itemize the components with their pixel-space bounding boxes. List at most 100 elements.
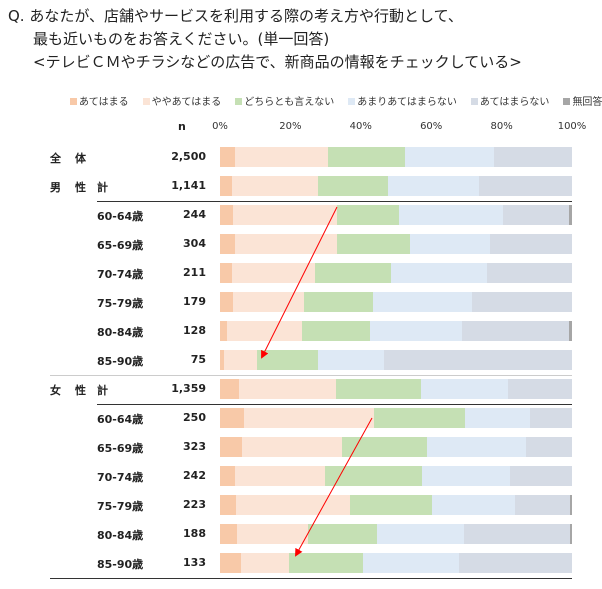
chart-row: 75-79歳 179 bbox=[0, 292, 602, 312]
row-n-value: 1,359 bbox=[171, 382, 206, 395]
chart-row: 65-69歳 304 bbox=[0, 234, 602, 254]
bar-segment-1 bbox=[233, 292, 305, 312]
row-sub-label: 80-84歳 bbox=[97, 529, 144, 542]
question-line-1: Q. あなたが、店舗やサービスを利用する際の考え方や行動として、 bbox=[8, 7, 463, 25]
row-group-label: 全体 bbox=[50, 152, 100, 165]
bar-segment-2 bbox=[336, 379, 421, 399]
bar-segment-2 bbox=[288, 553, 363, 573]
bar-segment-4 bbox=[461, 321, 569, 341]
row-sub-label: 60-64歳 bbox=[97, 210, 144, 223]
bar-segment-2 bbox=[304, 292, 374, 312]
bar-segment-1 bbox=[233, 205, 337, 225]
bar-segment-3 bbox=[421, 466, 510, 486]
row-sub-label: 70-74歳 bbox=[97, 268, 144, 281]
bar-segment-2 bbox=[315, 263, 392, 283]
row-sub-label: 計 bbox=[97, 181, 108, 194]
chart-row: 70-74歳 211 bbox=[0, 263, 602, 283]
bar-segment-2 bbox=[336, 205, 399, 225]
bar-segment-4 bbox=[530, 408, 572, 428]
row-n-value: 188 bbox=[183, 527, 206, 540]
bar-segment-4 bbox=[494, 147, 572, 167]
legend-label: あまりあてはまらない bbox=[357, 97, 457, 108]
legend-swatch bbox=[348, 98, 356, 105]
legend-label: あてはまる bbox=[79, 97, 129, 108]
trend-arrow-men bbox=[261, 206, 338, 359]
x-tick-label: 0% bbox=[212, 121, 228, 132]
bar-segment-1 bbox=[223, 350, 257, 370]
stacked-bar bbox=[220, 176, 572, 196]
stacked-bar bbox=[220, 205, 572, 225]
stacked-bar bbox=[220, 321, 572, 341]
bar-segment-4 bbox=[479, 176, 572, 196]
bar-segment-1 bbox=[236, 524, 309, 544]
bar-segment-0 bbox=[220, 147, 236, 167]
chart-row: 80-84歳 128 bbox=[0, 321, 602, 341]
bar-segment-0 bbox=[220, 321, 228, 341]
divider-line bbox=[50, 375, 572, 376]
stacked-bar bbox=[220, 147, 572, 167]
bar-segment-0 bbox=[220, 437, 242, 457]
stacked-bar bbox=[220, 524, 572, 544]
row-sub-label: 85-90歳 bbox=[97, 355, 144, 368]
row-n-value: 128 bbox=[183, 324, 206, 337]
bar-segment-4 bbox=[515, 495, 571, 515]
bar-segment-4 bbox=[472, 292, 572, 312]
bar-segment-4 bbox=[507, 379, 572, 399]
row-n-value: 211 bbox=[183, 266, 206, 279]
bar-segment-4 bbox=[526, 437, 572, 457]
row-n-value: 133 bbox=[183, 556, 206, 569]
row-n-value: 2,500 bbox=[171, 150, 206, 163]
chart-row: 全体 2,500 bbox=[0, 147, 602, 167]
row-n-value: 223 bbox=[183, 498, 206, 511]
bar-segment-0 bbox=[220, 553, 242, 573]
legend-item: 無回答 bbox=[563, 93, 602, 108]
bar-segment-1 bbox=[227, 321, 302, 341]
bar-segment-2 bbox=[337, 234, 411, 254]
bar-segment-4 bbox=[502, 205, 569, 225]
bar-segment-4 bbox=[509, 466, 572, 486]
row-sub-label: 70-74歳 bbox=[97, 471, 144, 484]
row-group-label: 女性 bbox=[50, 384, 100, 397]
legend-swatch bbox=[563, 98, 571, 105]
bar-segment-1 bbox=[241, 437, 343, 457]
chart-row: 男性計 1,141 bbox=[0, 176, 602, 196]
legend-label: どちらとも言えない bbox=[244, 97, 335, 108]
row-sub-label: 65-69歳 bbox=[97, 239, 144, 252]
stacked-bar bbox=[220, 234, 572, 254]
legend-label: あてはまらない bbox=[479, 97, 550, 108]
bar-segment-5 bbox=[570, 495, 572, 515]
bar-segment-0 bbox=[220, 292, 234, 312]
bar-segment-3 bbox=[410, 234, 490, 254]
chart-row: 80-84歳 188 bbox=[0, 524, 602, 544]
bar-segment-3 bbox=[464, 408, 531, 428]
stacked-bar bbox=[220, 553, 572, 573]
bar-segment-4 bbox=[458, 553, 572, 573]
bar-segment-5 bbox=[570, 524, 572, 544]
question: Q. あなたが、店舗やサービスを利用する際の考え方や行動として、 最も近いものを… bbox=[8, 5, 522, 74]
bar-segment-0 bbox=[220, 263, 232, 283]
bar-segment-1 bbox=[241, 553, 289, 573]
bar-segment-3 bbox=[376, 524, 464, 544]
bar-segment-0 bbox=[220, 466, 236, 486]
chart-row: 85-90歳 133 bbox=[0, 553, 602, 573]
bar-segment-2 bbox=[349, 495, 432, 515]
bar-segment-3 bbox=[420, 379, 508, 399]
bar-segment-4 bbox=[384, 350, 572, 370]
row-sub-label: 75-79歳 bbox=[97, 500, 144, 513]
stacked-bar bbox=[220, 350, 572, 370]
bar-segment-3 bbox=[391, 263, 488, 283]
row-sub-label: 60-64歳 bbox=[97, 413, 144, 426]
row-sub-label: 計 bbox=[97, 384, 108, 397]
stacked-bar bbox=[220, 379, 572, 399]
legend-item: どちらとも言えない bbox=[235, 93, 334, 108]
bar-segment-3 bbox=[405, 147, 495, 167]
bar-segment-2 bbox=[373, 408, 465, 428]
n-header: n bbox=[178, 120, 186, 133]
row-n-value: 244 bbox=[183, 208, 206, 221]
row-group-label: 男性 bbox=[50, 181, 100, 194]
legend-swatch bbox=[142, 98, 150, 105]
bar-segment-1 bbox=[231, 263, 316, 283]
bar-segment-3 bbox=[387, 176, 480, 196]
legend-label: ややあてはまる bbox=[151, 97, 222, 108]
chart-row: 60-64歳 250 bbox=[0, 408, 602, 428]
